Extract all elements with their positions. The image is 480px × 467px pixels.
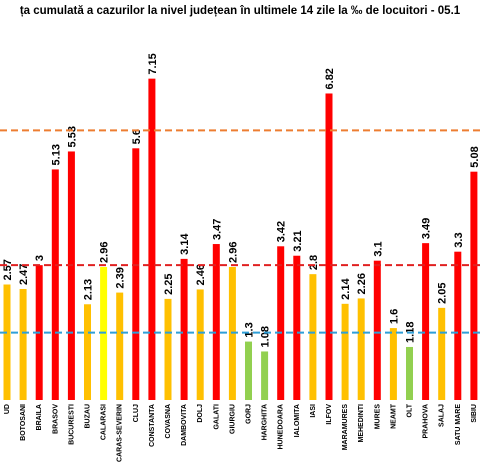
bar xyxy=(422,243,430,400)
value-label: 3.49 xyxy=(421,218,433,239)
x-tick-label: IALOMITA xyxy=(294,404,301,437)
value-label: 1.6 xyxy=(388,309,400,324)
bar xyxy=(406,346,413,400)
bar xyxy=(245,341,252,400)
bar xyxy=(116,292,124,400)
bar xyxy=(438,307,446,400)
bar xyxy=(132,148,140,400)
bar xyxy=(261,351,269,400)
x-tick-label: BOTOSANI xyxy=(20,404,27,441)
x-tick-label: IASI xyxy=(310,404,317,418)
x-tick-label: MURES xyxy=(374,404,381,430)
bar xyxy=(164,298,172,400)
value-label: 3.1 xyxy=(372,241,384,256)
x-tick-label: COVASNA xyxy=(165,404,172,438)
bar xyxy=(389,328,397,400)
x-tick-label: PRAHOVA xyxy=(423,404,430,438)
bar xyxy=(325,93,333,400)
x-tick-label: MARAMURES xyxy=(342,404,349,451)
bar xyxy=(309,274,317,400)
x-tick-label: UD xyxy=(4,404,11,414)
x-tick-label: HUNEDOARA xyxy=(278,404,285,450)
x-tick-label: HARGHITA xyxy=(262,404,269,440)
x-tick-label: MEHEDINTI xyxy=(358,404,365,443)
x-tick-label: CARAS-SEVERIN xyxy=(117,404,124,462)
x-tick-label: OLT xyxy=(407,403,414,417)
value-label: 2.46 xyxy=(195,264,207,285)
bar xyxy=(373,260,381,400)
bar xyxy=(84,304,91,400)
x-tick-label: SIBIU xyxy=(471,404,478,423)
x-tick-label: NEAMT xyxy=(390,403,397,429)
x-tick-label: GALATI xyxy=(213,404,220,430)
chart-title: ța cumulată a cazurilor la nivel județea… xyxy=(20,5,461,17)
value-label: 3.47 xyxy=(211,219,223,240)
bar xyxy=(19,288,27,400)
x-tick-label: BUCURESTI xyxy=(68,404,75,445)
x-tick-label: GORJ xyxy=(246,404,253,424)
x-tick-label: GIURGIU xyxy=(229,404,236,434)
value-label: 3.42 xyxy=(276,221,288,242)
value-label: 2.26 xyxy=(356,273,368,294)
x-tick-label: DOLJ xyxy=(197,404,204,423)
bar xyxy=(67,151,75,400)
value-label: 2.8 xyxy=(308,255,320,270)
bar xyxy=(454,251,462,400)
bar xyxy=(470,171,478,400)
value-label: 2.14 xyxy=(340,278,352,300)
x-tick-label: CONSTANTA xyxy=(149,404,156,447)
value-label: 3.3 xyxy=(453,232,465,247)
value-label: 2.47 xyxy=(18,264,30,285)
value-label: 3 xyxy=(34,255,46,261)
x-tick-label: DAMBOVITA xyxy=(181,404,188,446)
x-tick-label: BRASOV xyxy=(52,404,59,434)
bar xyxy=(148,78,156,401)
value-label: 6.82 xyxy=(324,68,336,89)
x-tick-label: CLUJ xyxy=(133,404,140,422)
value-label: 3.14 xyxy=(179,233,191,255)
bar xyxy=(3,284,11,400)
x-tick-label: ILFOV xyxy=(326,404,333,425)
value-label: 1.08 xyxy=(260,326,272,347)
value-label: 5.13 xyxy=(50,144,62,165)
bar xyxy=(51,169,59,400)
value-label: 2.96 xyxy=(227,242,239,263)
bar xyxy=(357,298,365,400)
bar xyxy=(293,255,301,400)
bar xyxy=(212,244,220,400)
bar xyxy=(196,289,204,400)
value-label: 2.13 xyxy=(83,279,95,300)
value-label: 3.21 xyxy=(292,230,304,251)
value-label: 2.05 xyxy=(437,282,449,303)
x-tick-label: SALAJ xyxy=(439,404,446,427)
value-label: 2.96 xyxy=(99,242,111,263)
x-tick-label: SATU MARE xyxy=(455,404,462,445)
x-tick-label: BRAILA xyxy=(36,404,43,430)
value-label: 2.57 xyxy=(2,259,14,280)
value-label: 5.08 xyxy=(469,146,480,167)
value-label: 5.53 xyxy=(66,126,78,147)
value-label: 7.15 xyxy=(147,53,159,74)
value-label: 2.25 xyxy=(163,273,175,294)
bar xyxy=(180,258,188,400)
value-label: 5.6 xyxy=(131,129,143,144)
bar xyxy=(277,246,285,400)
x-tick-label: BUZAU xyxy=(85,404,92,429)
value-label: 2.39 xyxy=(115,267,127,288)
value-label: 1.3 xyxy=(244,322,256,337)
x-tick-label: CALARASI xyxy=(101,404,108,440)
bar xyxy=(341,303,349,400)
